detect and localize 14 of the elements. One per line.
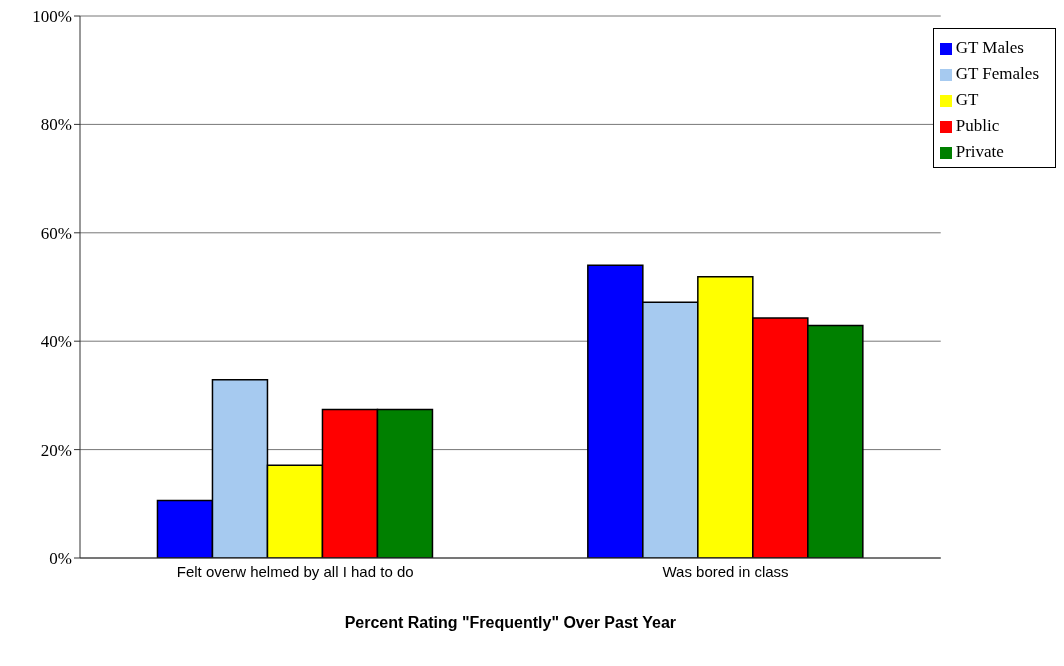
legend-label: GT Females: [955, 64, 1039, 83]
x-tick-label: Was bored in class: [662, 562, 789, 580]
y-tick-label: 80%: [40, 115, 72, 135]
y-tick-label: 100%: [32, 7, 72, 27]
legend-label: Private: [955, 142, 1004, 161]
legend-label: GT: [955, 90, 979, 109]
x-tick-label: Felt overw helmed by all I had to do: [176, 562, 414, 580]
y-tick-label: 0%: [49, 549, 72, 569]
legend-label: GT Males: [955, 38, 1024, 57]
y-tick-label: 60%: [40, 223, 72, 243]
y-tick-label: 20%: [40, 440, 72, 460]
y-tick-label: 40%: [40, 332, 72, 352]
legend-label: Public: [955, 116, 1000, 135]
x-axis-title: Percent Rating "Frequently" Over Past Year: [344, 614, 677, 631]
